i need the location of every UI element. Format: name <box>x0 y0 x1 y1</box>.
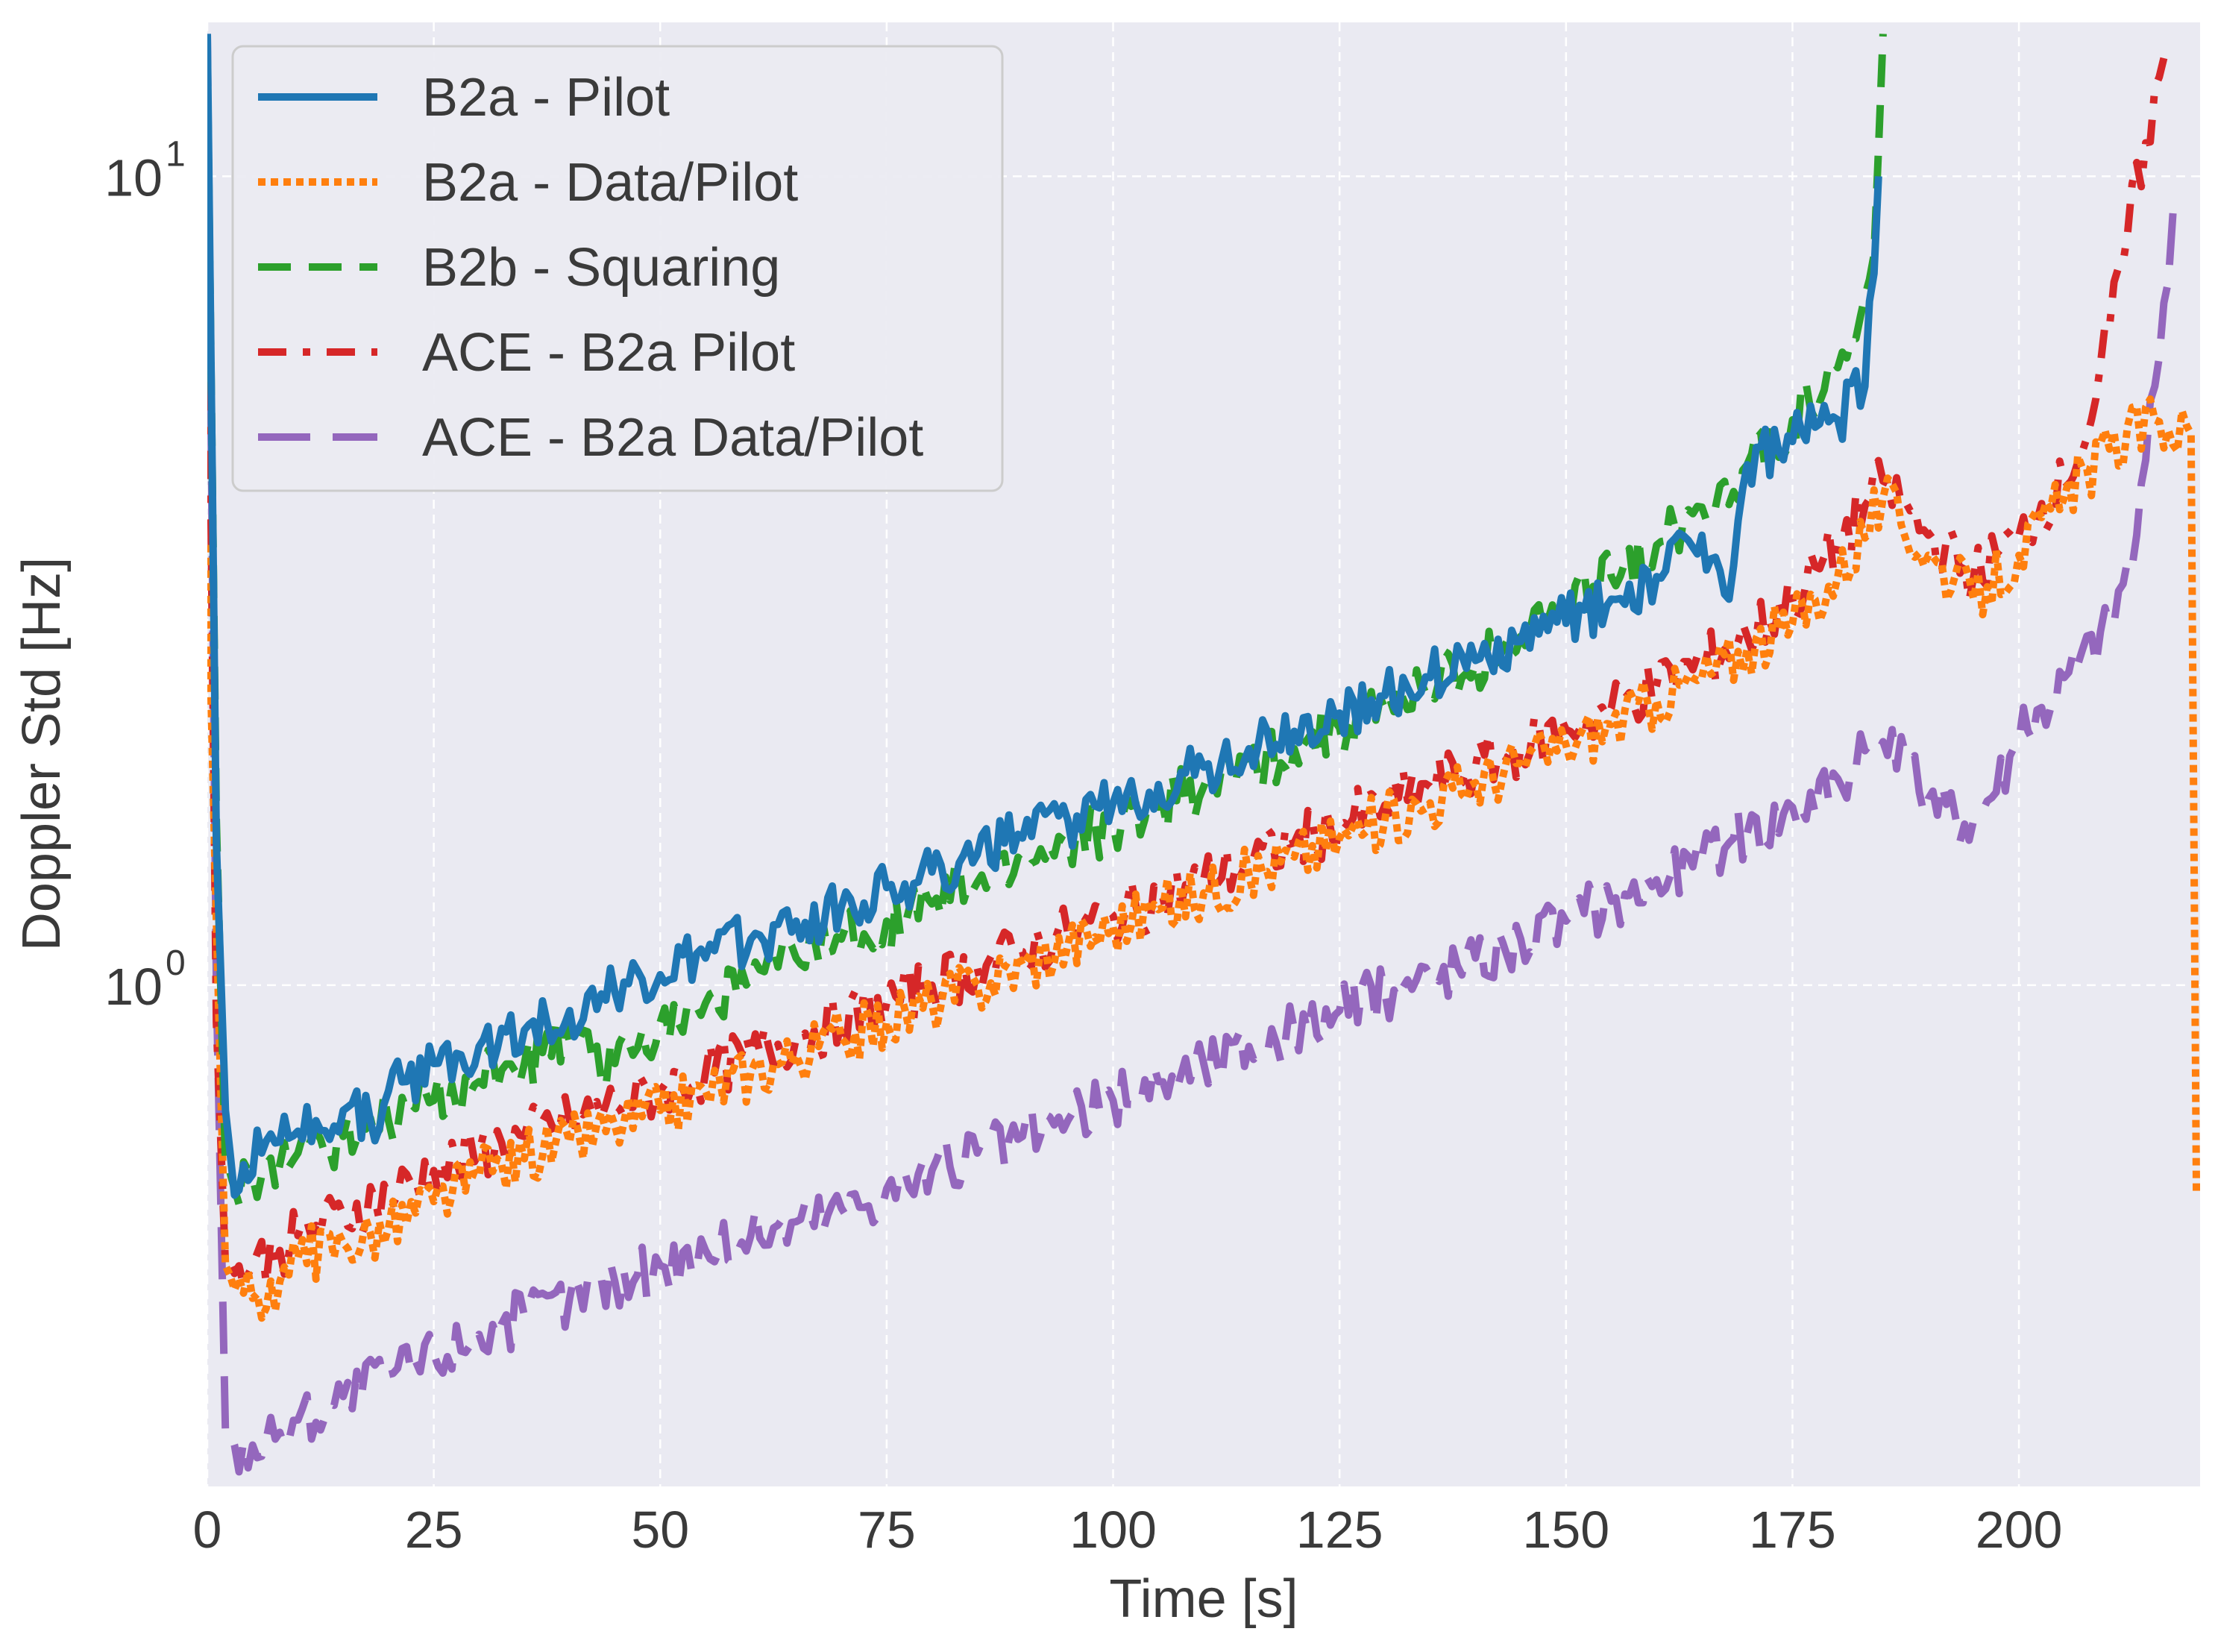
legend-label: B2a - Pilot <box>422 68 670 128</box>
y-tick-base: 10 <box>104 148 163 207</box>
series-line-ace-b2a-pilot <box>207 57 2168 1290</box>
x-tick-label: 0 <box>193 1501 222 1559</box>
x-axis-label: Time [s] <box>1109 1569 1298 1629</box>
x-axis-ticks: 0 25 50 75 100 125 150 175 200 <box>193 1501 2063 1559</box>
x-tick-label: 200 <box>1976 1501 2063 1559</box>
y-tick-label: 10 1 <box>104 134 186 207</box>
x-tick-label: 50 <box>631 1501 689 1559</box>
legend-label: B2b - Squaring <box>422 238 780 298</box>
x-tick-label: 25 <box>405 1501 463 1559</box>
x-tick-label: 125 <box>1296 1501 1383 1559</box>
legend-item: B2a - Pilot <box>258 68 670 128</box>
y-tick-base: 10 <box>104 958 163 1016</box>
y-tick-exponent: 1 <box>166 134 186 174</box>
legend-item: ACE - B2a Pilot <box>258 323 795 383</box>
x-tick-label: 150 <box>1522 1501 1609 1559</box>
y-tick-exponent: 0 <box>166 943 186 983</box>
series-group <box>207 34 2200 1476</box>
legend-label: ACE - B2a Data/Pilot <box>422 408 923 468</box>
legend-item: B2a - Data/Pilot <box>258 153 798 213</box>
series-line-b2a-pilot <box>207 34 1882 1199</box>
legend-box <box>231 45 1004 492</box>
legend-item: B2b - Squaring <box>258 238 780 298</box>
x-tick-label: 100 <box>1069 1501 1157 1559</box>
x-tick-label: 175 <box>1749 1501 1836 1559</box>
legend: B2a - Pilot B2a - Data/Pilot B2b - Squarin… <box>231 45 1004 492</box>
series-line-b2b-squaring <box>207 34 1887 1208</box>
legend-label: ACE - B2a Pilot <box>422 323 795 383</box>
series-line-ace-b2a-data-pilot <box>207 34 2177 1476</box>
x-tick-label: 75 <box>858 1501 916 1559</box>
series-line-b2a-data-pilot <box>207 395 2200 1322</box>
legend-item: ACE - B2a Data/Pilot <box>258 408 923 468</box>
y-tick-label: 10 0 <box>104 943 186 1016</box>
legend-label: B2a - Data/Pilot <box>422 153 798 213</box>
y-axis-label: Doppler Std [Hz] <box>12 557 72 951</box>
